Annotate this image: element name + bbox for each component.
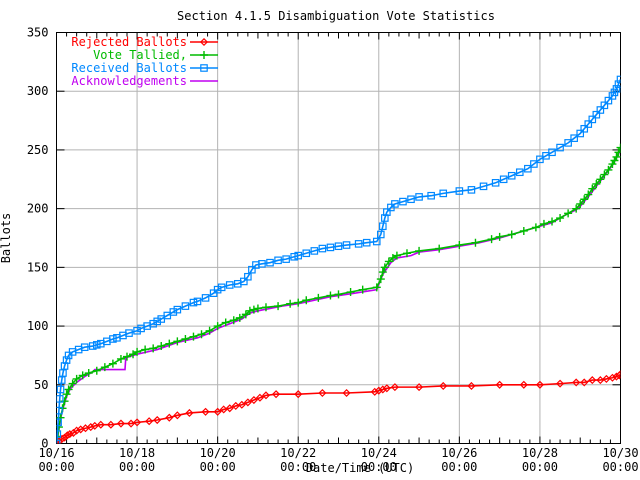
y-tick-label: 200 — [27, 202, 49, 216]
y-tick-label: 150 — [27, 260, 49, 274]
y-tick-label: 50 — [34, 378, 48, 392]
legend-item: Vote Tallied, — [93, 48, 218, 62]
x-tick-label-date: 10/22 — [280, 446, 316, 460]
x-tick-label-time: 00:00 — [280, 460, 316, 474]
x-axis-label: Date/Time (UTC) — [305, 461, 415, 475]
series-vote-tallied — [56, 143, 621, 444]
y-tick-label: 350 — [27, 26, 49, 40]
chart-title: Section 4.1.5 Disambiguation Vote Statis… — [177, 9, 495, 23]
legend-label: Acknowledgements — [71, 74, 187, 88]
x-tick-label-time: 00:00 — [119, 460, 155, 474]
x-tick-label-date: 10/20 — [200, 446, 236, 460]
y-tick-label: 300 — [27, 84, 49, 98]
x-tick-label-time: 00:00 — [38, 460, 74, 474]
legend-label: Rejected Ballots — [71, 35, 187, 49]
x-tick-label-date: 10/16 — [38, 446, 74, 460]
legend-label: Vote Tallied, — [93, 48, 187, 62]
legend-item: Received Ballots — [71, 61, 218, 75]
x-tick-label-date: 10/30 — [602, 446, 638, 460]
y-tick-label: 0 — [41, 437, 48, 451]
series-received-ballots — [56, 75, 621, 444]
x-tick-label-time: 00:00 — [602, 460, 638, 474]
y-tick-label: 250 — [27, 143, 49, 157]
x-tick-label-time: 00:00 — [441, 460, 477, 474]
x-tick-label-time: 00:00 — [361, 460, 397, 474]
x-tick-label-date: 10/18 — [119, 446, 155, 460]
x-tick-label-time: 00:00 — [200, 460, 236, 474]
y-tick-label: 100 — [27, 319, 49, 333]
series-rejected-ballots — [56, 370, 621, 444]
legend-item: Acknowledgements — [71, 74, 218, 88]
plot-border — [56, 32, 621, 444]
legend-item: Rejected Ballots — [71, 35, 218, 49]
legend-label: Received Ballots — [71, 61, 187, 75]
x-tick-label-date: 10/28 — [522, 446, 558, 460]
x-tick-label-time: 00:00 — [522, 460, 558, 474]
x-tick-label-date: 10/26 — [441, 446, 477, 460]
x-tick-label-date: 10/24 — [361, 446, 397, 460]
